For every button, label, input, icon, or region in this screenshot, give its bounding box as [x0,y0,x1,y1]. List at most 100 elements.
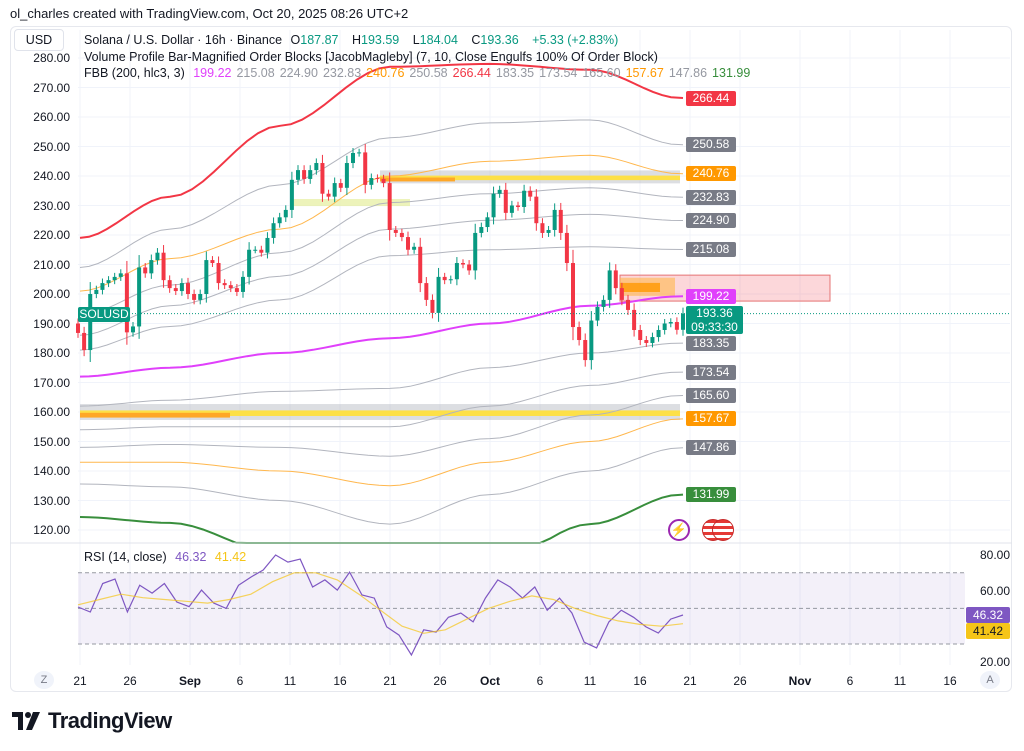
candle-body [131,326,135,333]
time-tick-label: Oct [479,674,501,688]
candle-body [338,183,343,188]
candle-body [161,252,166,281]
candle-body [234,288,239,292]
price-tick-label: 280.00 [33,51,70,65]
candle-body [253,249,258,251]
candle-body [100,283,105,290]
candle-body [241,276,245,292]
candle-body [363,152,368,185]
price-tick-label: 190.00 [33,316,70,331]
fbb-value: 173.54 [539,66,578,80]
candle-body [173,288,178,292]
fbb-value: 232.83 [322,66,362,80]
fbb-band-line [79,213,684,336]
candle-body [222,283,227,286]
last-price-label: 193.36 09:33:30 [686,305,743,334]
fbb-value: 215.08 [236,66,275,80]
price-tick-label: 250.00 [33,139,70,154]
fbb-price-label: 215.08 [686,242,736,257]
fbb-band-line [79,187,684,316]
candle-body [491,193,496,218]
fbb-value: 224.90 [279,66,318,80]
candle-body [351,152,355,164]
us-flag-event-icon[interactable] [712,519,734,541]
time-tick-label: 6 [236,674,244,688]
candle-body [632,309,637,330]
order-blocks-legend[interactable]: Volume Profile Bar-Magnified Order Block… [84,50,658,64]
candle-body [552,209,557,230]
symbol-legend[interactable]: Solana / U.S. Dollar · 16h · Binance O18… [84,33,623,47]
time-tick-label: 16 [943,674,957,688]
candle-body [558,209,563,233]
fbb-band-line [79,295,684,378]
chart-credit: ol_charles created with TradingView.com,… [10,6,409,21]
tradingview-logo[interactable]: TradingView [12,708,172,734]
time-tick-label: 21 [73,674,87,688]
candle-body [399,232,404,238]
candle-body [167,280,172,289]
fbb-price-label: 183.35 [686,335,736,351]
candle-body [454,263,459,280]
grid [78,30,1010,665]
candle-body [112,276,117,281]
candle-body [503,189,508,213]
fbb-value: 240.76 [366,66,405,80]
candle-body [88,294,93,351]
fbb-price-label: 232.83 [686,189,736,205]
candle-body [485,217,490,228]
fbb-legend[interactable]: FBB (200, hlc3, 3) 199.22 215.08 224.90 232… [84,66,760,80]
fbb-band-line [80,418,684,487]
chart-frame [10,26,1012,692]
candle-body [375,178,380,180]
candle-body [143,267,148,274]
fbb-price-label: 131.99 [686,487,736,503]
price-tick-label: 140.00 [33,464,70,478]
rsi-tick-label: 60.00 [979,583,1010,598]
rsi-value-label: 46.32 [966,606,1010,623]
candle-body [124,273,129,333]
candle-body [662,323,667,330]
time-tick-label: 26 [733,674,747,688]
fbb-band-line [79,493,684,544]
fbb-price-label: 266.44 [686,90,736,106]
fbb-value: 165.60 [582,66,621,80]
lightning-event-icon[interactable]: ⚡ [668,519,690,541]
candle-body [583,340,588,361]
candle-body [259,249,264,253]
candle-body [681,313,685,330]
candle-body [638,329,643,341]
brand-name: TradingView [48,708,172,733]
fbb-band-line [79,246,684,351]
rsi-tick-label: 20.00 [979,654,1010,669]
zoom-reset-button[interactable]: Z [34,671,54,689]
candle-body [674,322,679,330]
fbb-value: 157.67 [625,66,664,80]
fbb-value: 250.58 [409,66,448,80]
fbb-price-label: 224.90 [686,213,736,229]
fbb-price-label: 250.58 [686,137,736,153]
time-tick-label: 11 [583,674,597,688]
auto-scale-button[interactable]: A [980,671,1000,689]
time-tick-label: 6 [846,674,854,688]
price-tick-label: 130.00 [33,493,70,508]
candle-body [406,237,410,250]
price-tick-label: 270.00 [33,80,70,95]
currency-button[interactable]: USD [14,29,64,51]
candle-body [94,289,99,294]
candle-body [320,163,325,194]
price-tick-label: 160.00 [33,405,70,419]
candle-body [571,263,575,328]
tradingview-logo-icon [12,712,40,730]
price-tick-label: 180.00 [33,346,70,360]
time-tick-label: Nov [788,674,812,688]
rsi-pane [77,554,965,657]
candle-body [271,223,276,238]
volume-profile-bar [620,282,660,292]
rsi-legend[interactable]: RSI (14, close) 46.32 41.42 [84,550,251,564]
candle-body [473,232,478,271]
fbb-value: 147.86 [668,66,708,80]
candle-body [369,178,374,185]
candle-body [461,263,465,265]
time-tick-label: 26 [123,674,137,688]
